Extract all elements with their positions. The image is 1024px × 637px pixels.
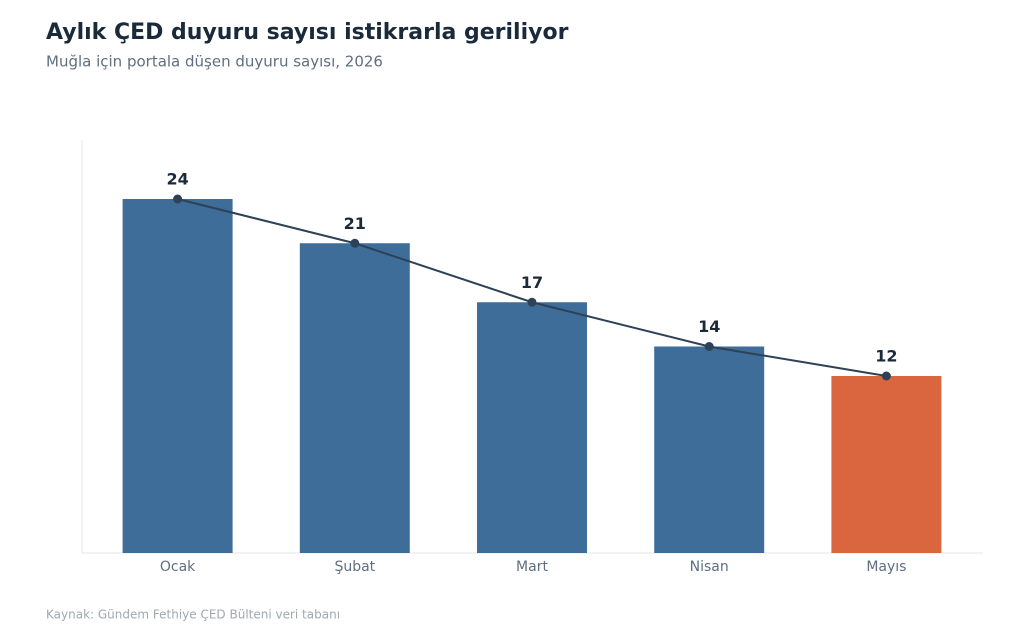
trend-point — [527, 297, 537, 307]
chart-subtitle: Muğla için portala düşen duyuru sayısı, … — [46, 53, 383, 71]
x-tick-label: Nisan — [690, 559, 729, 575]
bar — [654, 346, 765, 553]
bar — [122, 199, 233, 553]
trend-point — [704, 342, 714, 351]
bar — [831, 376, 942, 553]
trend-point — [173, 194, 183, 204]
trend-point — [350, 238, 360, 248]
value-label: 17 — [521, 273, 543, 292]
x-tick-label: Mayıs — [866, 559, 906, 575]
bar — [299, 243, 410, 553]
value-label: 12 — [875, 347, 897, 366]
value-label: 21 — [344, 214, 366, 233]
bar — [477, 302, 587, 553]
x-tick-label: Mart — [516, 559, 548, 575]
x-tick-label: Ocak — [160, 559, 196, 575]
chart-title: Aylık ÇED duyuru sayısı istikrarla geril… — [46, 20, 569, 45]
x-tick-label: Şubat — [334, 559, 375, 575]
value-label: 24 — [166, 170, 188, 189]
trend-point — [881, 371, 891, 381]
value-label: 14 — [698, 317, 720, 336]
source-note: Kaynak: Gündem Fethiye ÇED Bülteni veri … — [46, 608, 340, 622]
